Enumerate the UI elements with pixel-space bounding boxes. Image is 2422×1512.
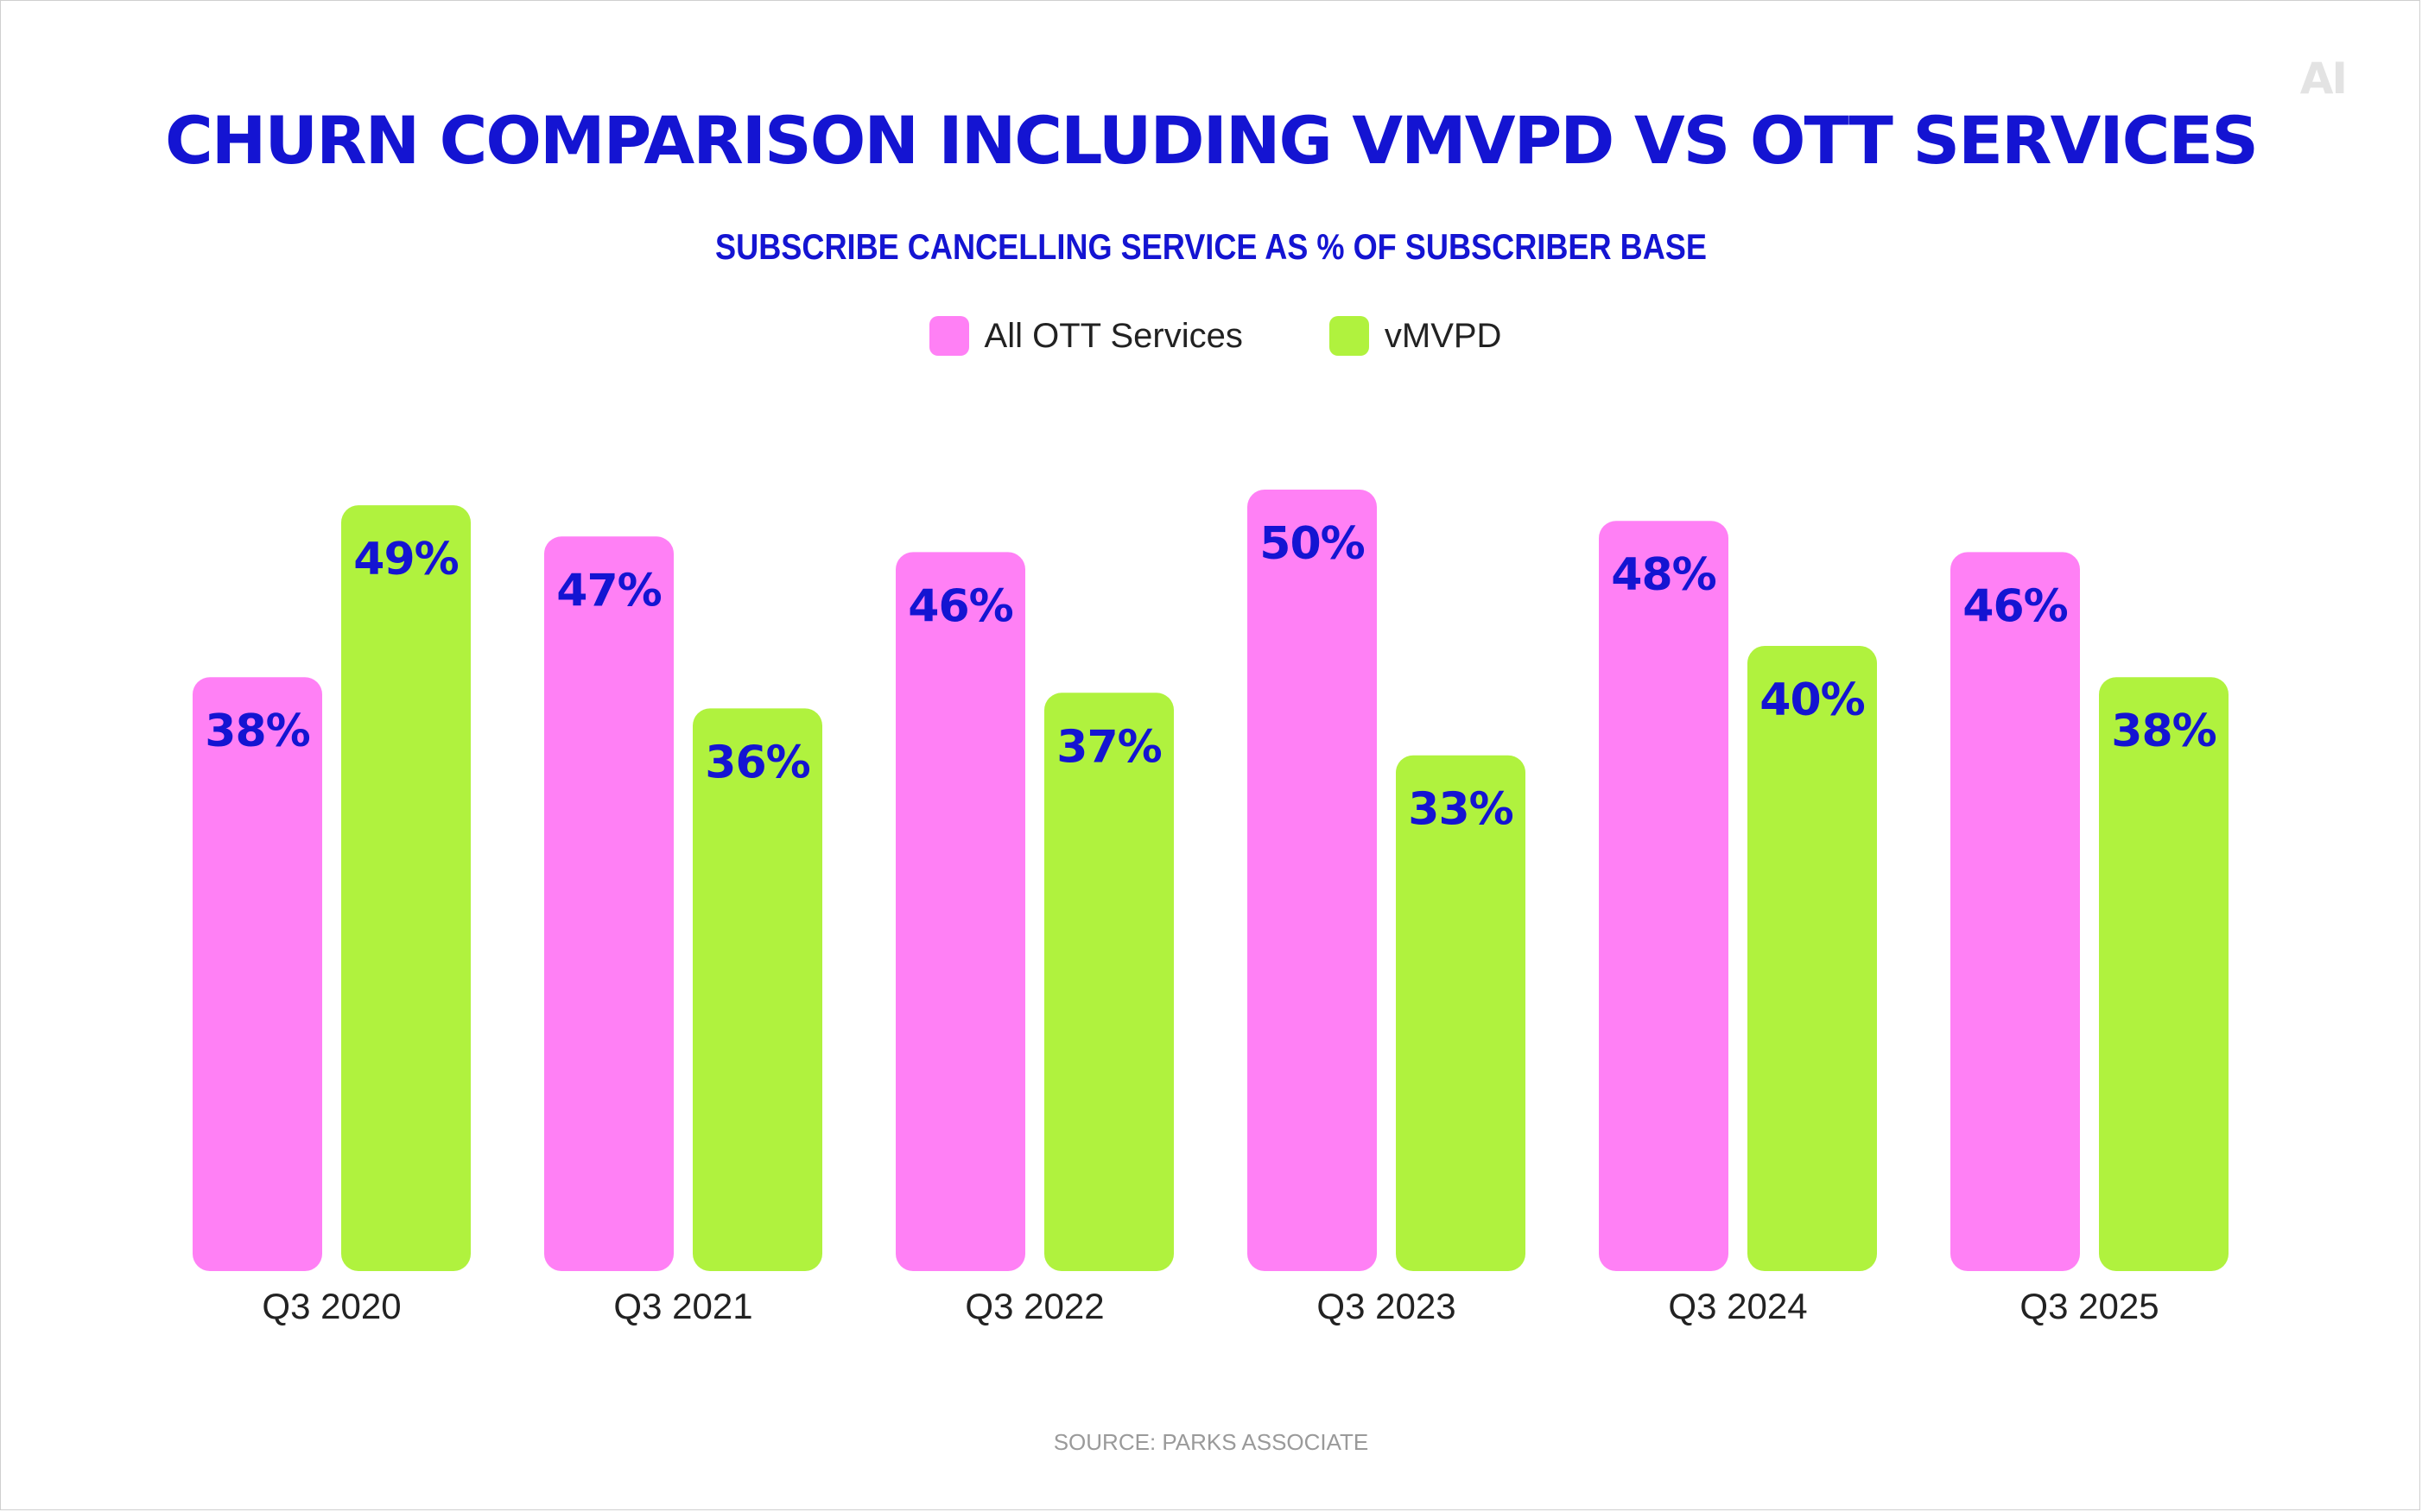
x-tick-label-3: Q3 2023 [1316, 1286, 1455, 1326]
bar-ott-0 [193, 677, 322, 1271]
legend-item-ott: All OTT Services [929, 316, 1243, 356]
legend-label-vmvpd: vMVPD [1384, 316, 1502, 355]
x-tick-label-5: Q3 2025 [2019, 1286, 2159, 1326]
bar-value-label-ott-3: 50% [1259, 518, 1364, 570]
chart-subtitle: SUBSCRIBE CANCELLING SERVICE AS % OF SUB… [715, 226, 1707, 267]
bar-ott-4 [1599, 521, 1728, 1271]
x-tick-label-4: Q3 2024 [1668, 1286, 1807, 1326]
chart-title: CHURN COMPARISON INCLUDING VMVPD VS OTT … [164, 102, 2259, 179]
legend-item-vmvpd: vMVPD [1328, 316, 1502, 356]
bar-ott-2 [896, 552, 1025, 1271]
bar-value-label-ott-5: 46% [1962, 580, 2067, 632]
x-tick-label-2: Q3 2022 [965, 1286, 1104, 1326]
bar-value-label-ott-1: 47% [556, 565, 661, 617]
bar-value-label-vmvpd-4: 40% [1759, 674, 1864, 726]
bar-vmvpd-2 [1044, 693, 1174, 1271]
bar-value-label-ott-2: 46% [908, 580, 1012, 632]
x-tick-label-1: Q3 2021 [613, 1286, 752, 1326]
brand-logo: AI [2299, 54, 2348, 104]
bar-value-label-ott-4: 48% [1611, 549, 1715, 601]
bar-value-label-vmvpd-0: 49% [353, 534, 458, 585]
bar-value-label-vmvpd-5: 38% [2111, 705, 2216, 757]
bar-vmvpd-3 [1396, 755, 1525, 1271]
bar-vmvpd-1 [693, 708, 822, 1271]
bar-value-label-vmvpd-3: 33% [1408, 784, 1512, 836]
legend-label-ott: All OTT Services [984, 316, 1243, 355]
bar-value-label-vmvpd-1: 36% [705, 737, 809, 788]
bar-ott-5 [1950, 552, 2080, 1271]
legend-swatch-ott [929, 316, 969, 356]
legend-swatch-vmvpd [1328, 316, 1369, 356]
bar-ott-3 [1247, 490, 1377, 1271]
bar-vmvpd-0 [341, 505, 471, 1271]
bar-ott-1 [544, 536, 674, 1271]
x-tick-label-0: Q3 2020 [262, 1286, 401, 1326]
bar-vmvpd-4 [1747, 646, 1877, 1271]
bar-value-label-ott-0: 38% [205, 705, 309, 757]
bar-value-label-vmvpd-2: 37% [1056, 721, 1161, 773]
source-note: SOURCE: PARKS ASSOCIATE [1053, 1429, 1369, 1455]
bar-vmvpd-5 [2099, 677, 2229, 1271]
legend: All OTT Services vMVPD [9, 316, 2422, 356]
